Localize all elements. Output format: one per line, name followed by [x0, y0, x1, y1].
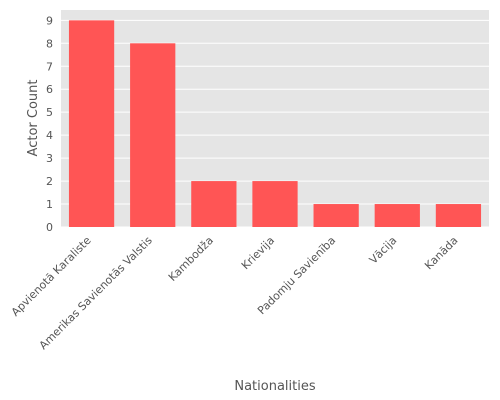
bar [435, 204, 482, 227]
bar [68, 20, 115, 228]
y-tick-label: 0 [46, 221, 53, 234]
bar [191, 181, 237, 227]
x-tick-label: Krievija [239, 234, 277, 272]
x-tick-label: Kambodža [166, 234, 216, 284]
y-axis-ticks: 0 1 2 3 4 5 6 7 8 9 [46, 14, 53, 234]
y-tick-label: 6 [46, 83, 53, 96]
y-tick-label: 8 [46, 37, 53, 50]
x-tick-label: Amerikas Savienotās Valstis [37, 234, 155, 352]
bar [130, 43, 176, 227]
bar [374, 204, 420, 227]
y-tick-label: 5 [46, 106, 53, 119]
y-axis-title: Actor Count [26, 80, 41, 157]
x-axis-title: Nationalities [234, 379, 315, 394]
y-tick-label: 3 [46, 152, 53, 165]
bar [252, 181, 298, 227]
bars [68, 20, 482, 228]
x-tick-label: Kanāda [422, 234, 460, 272]
bar [313, 204, 359, 227]
y-tick-label: 1 [46, 198, 53, 211]
y-tick-label: 4 [46, 129, 53, 142]
y-tick-label: 7 [46, 60, 53, 73]
y-tick-label: 2 [46, 175, 53, 188]
y-tick-label: 9 [46, 14, 53, 27]
x-tick-label: Vācija [367, 234, 400, 267]
